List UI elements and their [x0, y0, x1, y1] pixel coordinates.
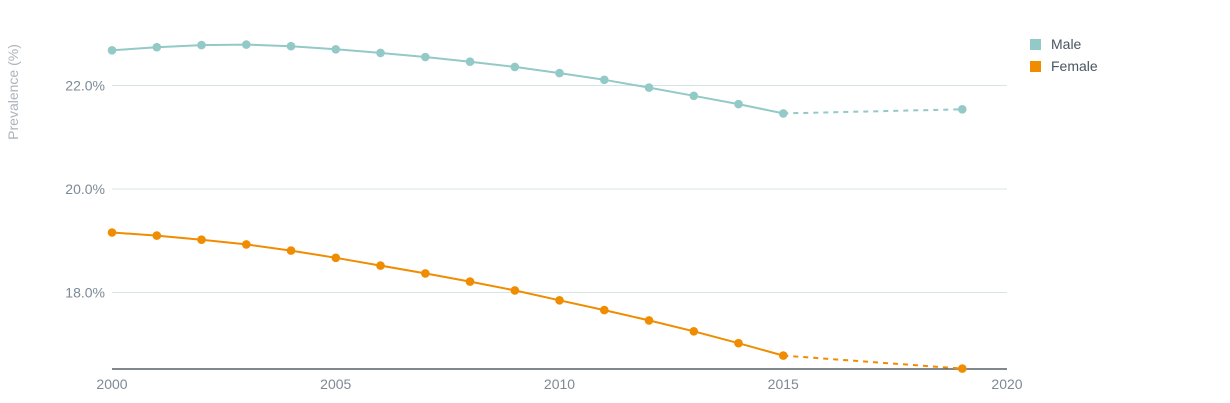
legend-swatch-male — [1030, 38, 1041, 50]
data-point-male[interactable] — [197, 40, 206, 50]
data-point-male[interactable] — [689, 91, 699, 101]
data-point-female[interactable] — [376, 261, 385, 270]
y-axis-title: Prevalence (%) — [5, 44, 21, 140]
series-lines — [111, 43, 963, 370]
data-point-male[interactable] — [555, 68, 564, 78]
data-point-female[interactable] — [958, 364, 967, 373]
x-tick-label: 2005 — [320, 376, 351, 392]
legend-item-female[interactable]: Female — [1030, 55, 1098, 77]
data-point-male[interactable] — [600, 75, 609, 85]
data-point-female[interactable] — [465, 277, 475, 286]
data-point-male[interactable] — [644, 83, 654, 92]
data-point-male[interactable] — [107, 46, 117, 55]
data-point-male[interactable] — [331, 45, 341, 54]
series-points — [107, 40, 967, 373]
data-point-female[interactable] — [286, 246, 296, 255]
data-point-male[interactable] — [376, 48, 385, 58]
data-point-male[interactable] — [152, 42, 162, 52]
series-line-dashed-male — [783, 108, 963, 115]
data-point-female[interactable] — [510, 286, 520, 295]
x-tick-label: 2000 — [96, 376, 127, 392]
data-point-female[interactable] — [197, 235, 206, 244]
series-line-male — [111, 43, 784, 115]
y-tick-label: 18.0% — [65, 285, 105, 301]
y-tick-label: 20.0% — [65, 181, 105, 197]
legend-item-male[interactable]: Male — [1030, 33, 1098, 55]
x-tick-label: 2020 — [991, 376, 1022, 392]
x-tick-label: 2015 — [768, 376, 799, 392]
data-point-female[interactable] — [107, 228, 117, 237]
data-point-female[interactable] — [242, 240, 251, 249]
series-line-female — [111, 231, 784, 357]
data-point-male[interactable] — [421, 52, 430, 62]
data-point-male[interactable] — [242, 40, 251, 49]
data-point-female[interactable] — [779, 351, 788, 360]
data-point-female[interactable] — [644, 316, 654, 325]
data-point-female[interactable] — [331, 253, 341, 263]
data-point-male[interactable] — [734, 99, 743, 109]
y-tick-label: 22.0% — [65, 78, 105, 94]
data-point-female[interactable] — [734, 338, 743, 348]
legend: Male Female — [1030, 33, 1098, 77]
axes: 18.0% 20.0% 22.0% 2000 2005 2010 2015 2020 — [65, 78, 1022, 393]
data-point-male[interactable] — [286, 41, 296, 51]
data-point-male[interactable] — [958, 105, 967, 114]
data-point-female[interactable] — [555, 296, 564, 305]
series-line-dashed-female — [783, 354, 963, 370]
data-point-male[interactable] — [465, 57, 475, 66]
data-point-female[interactable] — [600, 305, 609, 315]
legend-label-female: Female — [1051, 58, 1098, 74]
data-point-male[interactable] — [510, 62, 520, 72]
legend-swatch-female — [1030, 60, 1041, 72]
data-point-female[interactable] — [152, 231, 162, 240]
x-tick-label: 2010 — [544, 376, 575, 392]
legend-label-male: Male — [1051, 36, 1082, 52]
data-point-female[interactable] — [421, 269, 430, 278]
data-point-male[interactable] — [779, 109, 788, 118]
gridlines — [112, 85, 1007, 293]
data-point-female[interactable] — [689, 327, 699, 336]
